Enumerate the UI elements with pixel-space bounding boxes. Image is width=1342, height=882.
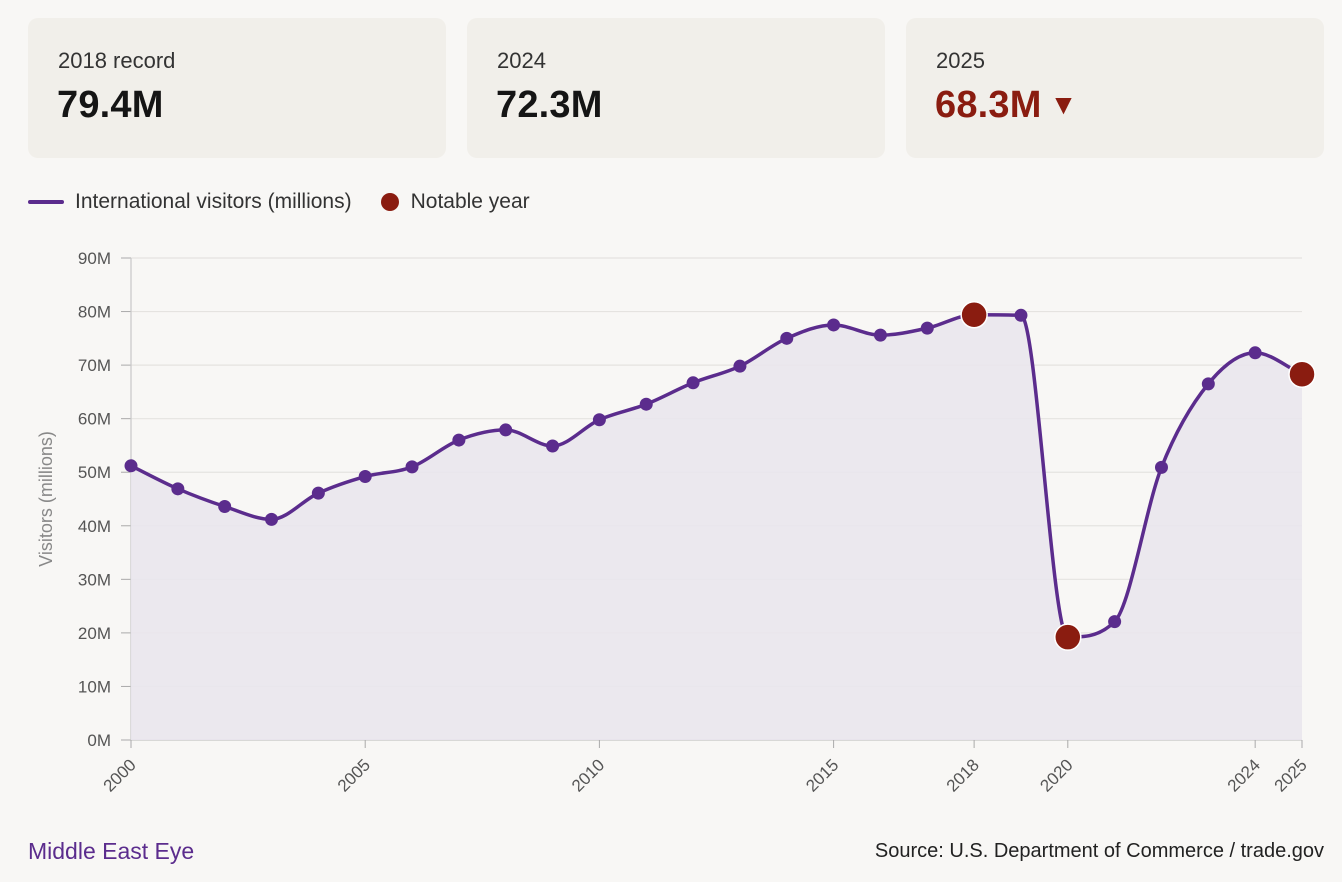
data-point	[639, 397, 653, 411]
stat-card-value-down: 68.3M ▼	[935, 84, 1078, 127]
stat-card-value-text: 68.3M	[935, 84, 1042, 126]
data-point	[780, 331, 794, 345]
data-point	[499, 423, 513, 437]
stat-card-label: 2018 record	[58, 48, 176, 73]
data-point	[311, 486, 325, 500]
chart-legend: International visitors (millions) Notabl…	[28, 188, 530, 216]
data-point	[546, 439, 560, 453]
data-point	[1014, 308, 1028, 322]
data-point	[1248, 346, 1262, 360]
x-tick-label: 2020	[1036, 755, 1076, 795]
x-tick-label: 2000	[100, 755, 140, 795]
data-point	[452, 433, 466, 447]
x-tick-label: 2005	[334, 755, 374, 795]
data-point	[592, 413, 606, 427]
y-tick-label: 70M	[78, 356, 111, 375]
area-fill	[131, 314, 1302, 740]
visitors-line-chart: 0M 10M 20M 30M 40M 50M 60M 70M 80M 90M Visitors (m…	[36, 249, 1316, 796]
y-tick-label: 80M	[78, 303, 111, 322]
source-note: Source: U.S. Department of Commerce / tr…	[874, 840, 1324, 862]
stat-card-label: 2024	[497, 48, 546, 73]
y-tick-label: 50M	[78, 463, 111, 482]
data-point	[1108, 615, 1122, 629]
data-point	[1201, 377, 1215, 391]
brand-logo-text: Middle East Eye	[28, 838, 195, 864]
y-axis-title: Visitors (millions)	[36, 431, 56, 567]
legend-line-label: International visitors (millions)	[75, 190, 352, 213]
data-point	[218, 499, 232, 513]
stat-card-2025: 2025 68.3M ▼	[906, 18, 1324, 158]
y-tick-label: 60M	[78, 410, 111, 429]
y-tick-label: 10M	[78, 677, 111, 696]
data-point	[124, 459, 138, 473]
series-line	[130, 313, 1303, 639]
stat-cards: 2018 record 79.4M 2024 72.3M 2025 68.3M ▼	[28, 18, 1324, 158]
down-arrow-icon: ▼	[1049, 89, 1078, 120]
legend-dot-label: Notable year	[410, 190, 530, 213]
y-tick-label: 90M	[78, 249, 111, 268]
data-point	[686, 376, 700, 390]
notable-point	[1288, 360, 1316, 388]
stat-card-label: 2025	[936, 48, 985, 73]
notable-point	[1054, 623, 1082, 651]
x-tick-label: 2025	[1271, 755, 1311, 795]
data-point	[1154, 460, 1168, 474]
y-tick-label: 20M	[78, 624, 111, 643]
stat-card-value: 72.3M	[496, 84, 603, 126]
dot-legend-swatch	[380, 193, 399, 211]
x-tick-label: 2015	[802, 755, 842, 795]
stat-card-2018: 2018 record 79.4M	[28, 18, 446, 158]
data-point	[827, 318, 841, 332]
data-point	[920, 321, 934, 335]
data-point	[873, 328, 887, 342]
stat-card-2024: 2024 72.3M	[467, 18, 885, 158]
data-point	[405, 460, 419, 474]
y-tick-label: 40M	[78, 517, 111, 536]
data-point	[358, 470, 372, 484]
data-point	[171, 482, 185, 496]
y-tick-label: 0M	[87, 731, 111, 750]
y-tick-label: 30M	[78, 570, 111, 589]
notable-point	[960, 301, 988, 329]
data-point	[265, 512, 279, 526]
x-tick-label: 2018	[943, 755, 983, 795]
data-point	[733, 359, 747, 373]
x-tick-label: 2024	[1224, 755, 1264, 795]
line-legend-swatch	[28, 200, 64, 204]
stat-card-value: 79.4M	[57, 84, 164, 126]
x-tick-label: 2010	[568, 755, 608, 795]
